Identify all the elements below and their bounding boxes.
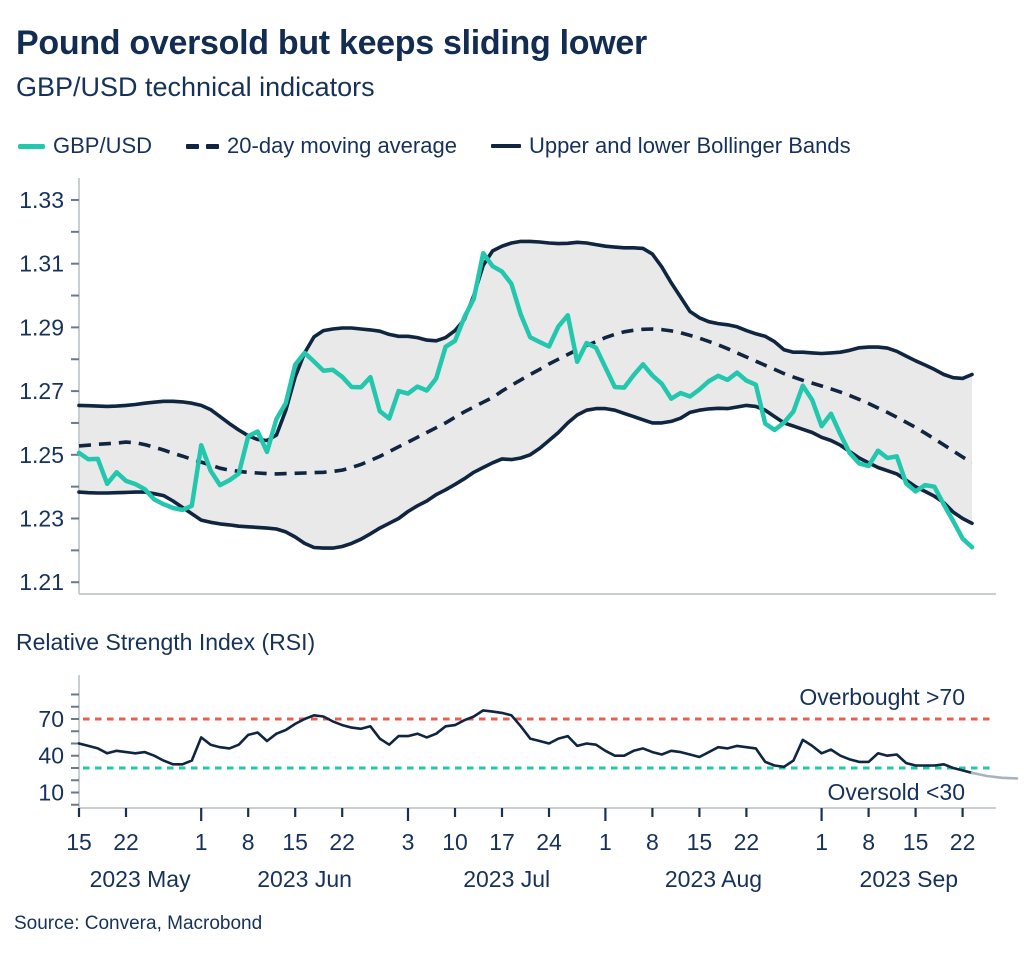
date-tick-label: 15	[903, 829, 929, 855]
date-tick-label: 17	[489, 829, 515, 855]
main-y-tick-label: 1.33	[19, 187, 64, 213]
date-tick-label: 3	[402, 829, 415, 855]
date-tick-label: 8	[242, 829, 255, 855]
source-note: Source: Convera, Macrobond	[14, 913, 263, 934]
date-tick-label: 10	[442, 829, 468, 855]
legend-item-moving-average: 20-day moving average	[186, 133, 457, 159]
lower-bollinger-line	[77, 403, 974, 550]
month-label: 2023 Aug	[665, 866, 762, 892]
main-y-tick-label: 1.31	[19, 251, 64, 277]
date-tick-label: 22	[113, 829, 139, 855]
page-title: Pound oversold but keeps sliding lower	[16, 24, 647, 62]
overbought-threshold-label: Overbought >70	[799, 684, 965, 710]
rsi-line	[77, 709, 974, 775]
date-tick-label: 15	[66, 829, 92, 855]
date-tick-label: 22	[734, 829, 760, 855]
date-tick-label: 1	[195, 829, 208, 855]
legend-item-gbpusd: GBP/USD	[18, 133, 152, 159]
date-tick-label: 8	[862, 829, 875, 855]
bollinger-line-swatch-icon	[490, 144, 521, 148]
rsi-y-tick-label: 10	[38, 780, 64, 806]
rsi-y-tick-label: 70	[38, 706, 64, 732]
rsi-line-latest-gray	[970, 771, 1019, 780]
legend-item-bollinger: Upper and lower Bollinger Bands	[490, 133, 851, 159]
gbpusd-price-line	[76, 250, 975, 550]
main-y-tick-label: 1.23	[19, 506, 64, 532]
legend-label-bollinger: Upper and lower Bollinger Bands	[528, 133, 851, 158]
main-y-tick-label: 1.21	[19, 569, 64, 595]
legend-label-moving-average: 20-day moving average	[227, 133, 457, 158]
date-tick-label: 22	[950, 829, 976, 855]
month-label: 2023 Sep	[860, 866, 958, 892]
date-tick-label: 8	[646, 829, 659, 855]
rsi-panel-title: Relative Strength Index (RSI)	[16, 629, 316, 655]
main-y-tick-label: 1.29	[19, 314, 64, 340]
page-subtitle: GBP/USD technical indicators	[16, 72, 375, 102]
gbpusd-line-swatch-icon	[18, 143, 45, 149]
main-y-tick-label: 1.27	[19, 378, 64, 404]
date-tick-label: 1	[599, 829, 612, 855]
date-tick-label: 15	[282, 829, 308, 855]
upper-bollinger-line	[77, 239, 974, 443]
date-tick-label: 22	[329, 829, 355, 855]
date-tick-label: 15	[687, 829, 713, 855]
month-label: 2023 Jul	[463, 866, 550, 892]
rsi-y-tick-label: 40	[38, 743, 64, 769]
date-tick-label: 24	[536, 829, 562, 855]
moving-average-dash-swatch-icon	[186, 143, 220, 149]
main-y-tick-label: 1.25	[19, 442, 64, 468]
date-tick-label: 1	[815, 829, 828, 855]
month-label: 2023 May	[90, 866, 192, 892]
month-label: 2023 Jun	[257, 866, 352, 892]
legend-label-gbpusd: GBP/USD	[53, 133, 153, 158]
bollinger-band-area	[79, 241, 972, 549]
legend: GBP/USD 20-day moving average Upper and …	[18, 133, 885, 159]
oversold-threshold-label: Oversold <30	[827, 779, 965, 805]
